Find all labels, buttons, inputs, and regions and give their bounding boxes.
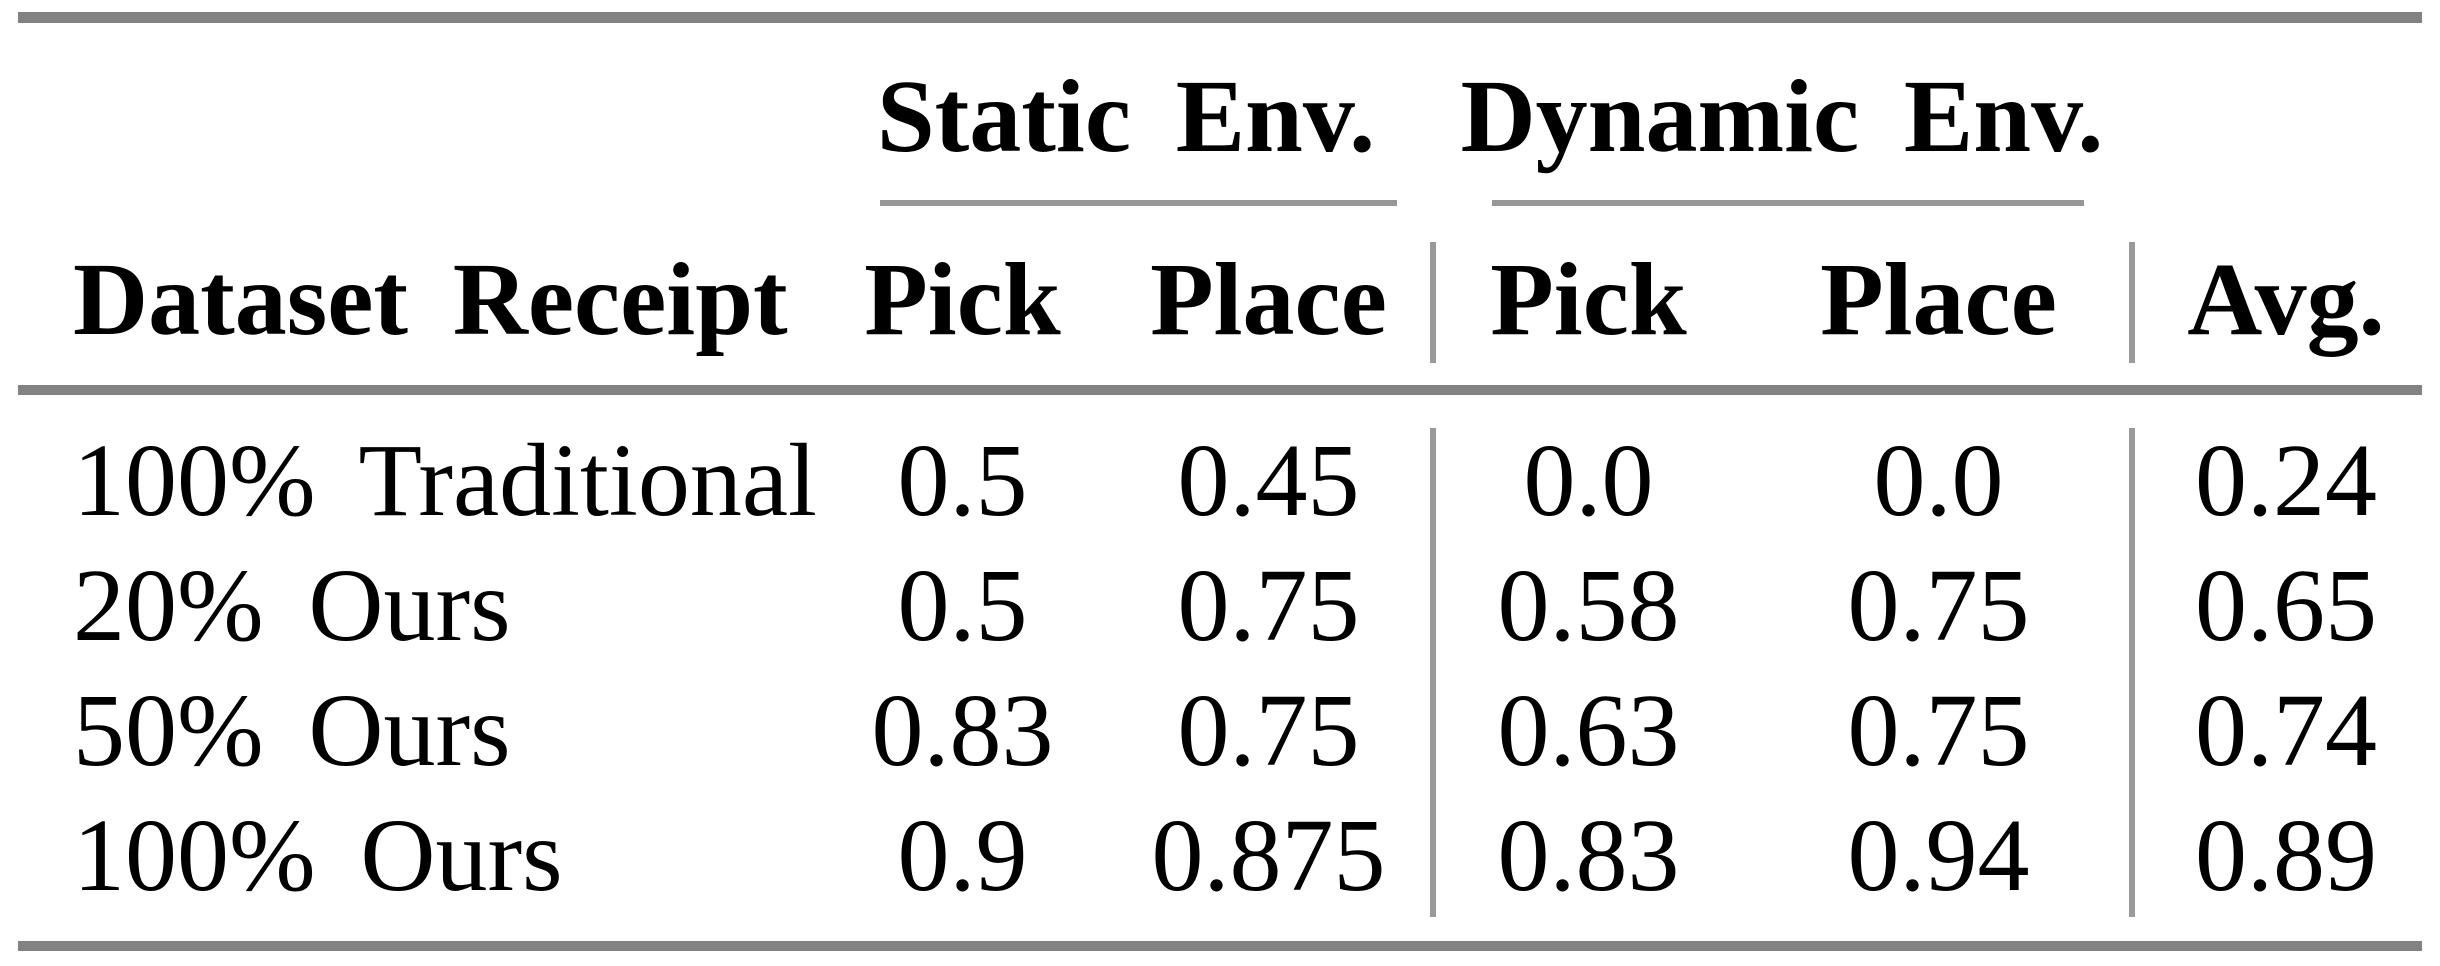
cell-avg: 0.24 xyxy=(2195,422,2377,538)
column-divider-1-header xyxy=(1430,242,1436,363)
cell-avg: 0.89 xyxy=(2195,797,2377,913)
column-divider-1-body xyxy=(1430,428,1436,917)
cell-avg: 0.65 xyxy=(2195,547,2377,663)
group-header-dynamic-env: Dynamic Env. xyxy=(1460,58,2104,174)
column-divider-2-header xyxy=(2129,242,2135,363)
row-label: 20% Ours xyxy=(73,547,511,663)
cell-static-place: 0.45 xyxy=(1177,422,1360,538)
static-env-underline xyxy=(880,200,1397,206)
group-header-static-env: Static Env. xyxy=(876,58,1376,174)
cell-static-pick: 0.5 xyxy=(897,547,1028,663)
row-label: 100% Ours xyxy=(73,797,563,913)
table-header-rule xyxy=(18,385,2422,395)
cell-static-pick: 0.83 xyxy=(871,672,1054,788)
column-header-static-pick: Pick xyxy=(864,242,1061,357)
cell-dynamic-place: 0.94 xyxy=(1847,797,2030,913)
column-header-dataset-receipt: Dataset Receipt xyxy=(73,242,788,357)
row-label: 50% Ours xyxy=(73,672,511,788)
cell-avg: 0.74 xyxy=(2195,672,2377,788)
row-label: 100% Traditional xyxy=(73,422,817,538)
cell-dynamic-place: 0.75 xyxy=(1847,672,2030,788)
cell-dynamic-place: 0.0 xyxy=(1873,422,2004,538)
table-grid: Static Env. Dynamic Env. Dataset Receipt… xyxy=(0,23,2440,918)
cell-dynamic-pick: 0.58 xyxy=(1497,547,1680,663)
cell-dynamic-pick: 0.83 xyxy=(1497,797,1680,913)
table-top-rule xyxy=(18,12,2422,23)
column-header-static-place: Place xyxy=(1150,242,1387,357)
cell-static-pick: 0.9 xyxy=(897,797,1028,913)
column-header-avg: Avg. xyxy=(2187,242,2385,357)
dynamic-env-underline xyxy=(1492,200,2084,206)
column-header-dynamic-place: Place xyxy=(1820,242,2057,357)
cell-static-place: 0.875 xyxy=(1151,797,1386,913)
cell-dynamic-pick: 0.0 xyxy=(1523,422,1654,538)
cell-static-place: 0.75 xyxy=(1177,547,1360,663)
column-divider-2-body xyxy=(2129,428,2135,917)
cell-static-pick: 0.5 xyxy=(897,422,1028,538)
cell-dynamic-pick: 0.63 xyxy=(1497,672,1680,788)
table-bottom-rule xyxy=(18,941,2422,951)
column-header-dynamic-pick: Pick xyxy=(1490,242,1687,357)
cell-dynamic-place: 0.75 xyxy=(1847,547,2030,663)
cell-static-place: 0.75 xyxy=(1177,672,1360,788)
